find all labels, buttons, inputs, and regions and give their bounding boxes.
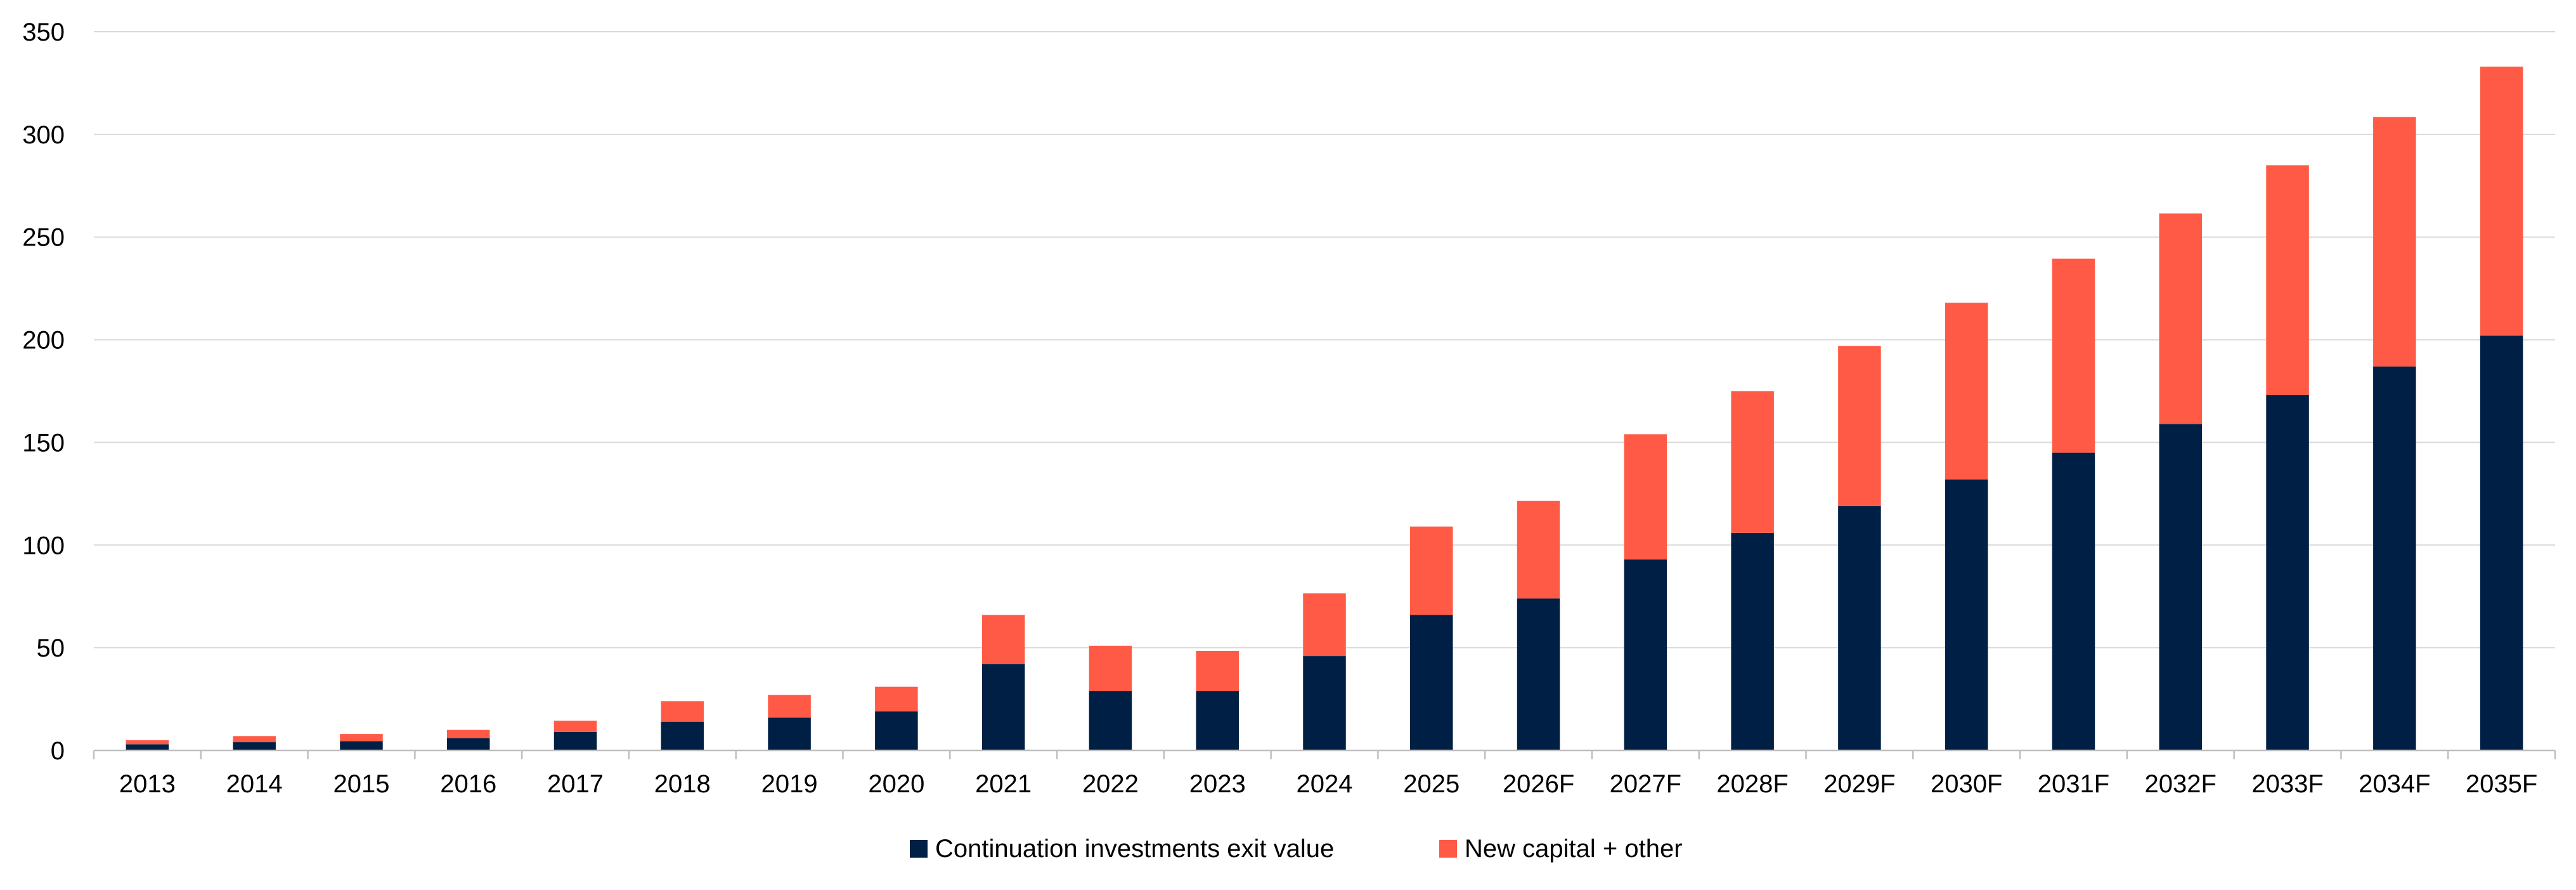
x-tick-label: 2029F	[1823, 770, 1895, 798]
x-tick-label: 2034F	[2359, 770, 2430, 798]
x-tick-label: 2023	[1189, 770, 1246, 798]
bar-continuation-2030F	[1945, 479, 1988, 750]
bar-new-capital-2016	[446, 730, 490, 738]
bar-continuation-2029F	[1838, 506, 1881, 750]
bar-new-capital-2027F	[1624, 434, 1667, 560]
bar-new-capital-2021	[981, 615, 1025, 665]
bar-new-capital-2031F	[2052, 258, 2095, 453]
legend-swatch-new-capital	[1439, 840, 1457, 858]
x-tick-label: 2035F	[2466, 770, 2537, 798]
bar-new-capital-2019	[768, 695, 811, 718]
bar-new-capital-2015	[340, 734, 383, 742]
x-tick-label: 2033F	[2251, 770, 2323, 798]
bar-marks	[126, 67, 2523, 750]
y-axis-tick-labels: 0 50 100 150 200 250 300 350	[22, 18, 65, 765]
x-tick-label: 2027F	[1610, 770, 1681, 798]
bar-continuation-2027F	[1624, 559, 1667, 750]
gridlines	[94, 31, 2555, 649]
bar-continuation-2017	[553, 731, 597, 750]
bar-new-capital-2018	[661, 701, 704, 722]
x-tick-label: 2017	[547, 770, 604, 798]
legend-label-new-capital: New capital + other	[1465, 835, 1683, 863]
x-tick-label: 2032F	[2145, 770, 2217, 798]
bar-new-capital-2030F	[1945, 303, 1988, 480]
y-tick-label: 300	[22, 121, 65, 149]
bar-new-capital-2025	[1410, 527, 1453, 615]
legend-swatch-continuation	[910, 840, 928, 858]
bar-continuation-2020	[875, 711, 918, 750]
x-tick-label: 2015	[333, 770, 389, 798]
y-tick-label: 250	[22, 224, 65, 252]
x-tick-label: 2030F	[1931, 770, 2002, 798]
x-tick-label: 2019	[761, 770, 818, 798]
bar-new-capital-2013	[126, 740, 169, 745]
y-tick-label: 100	[22, 532, 65, 560]
y-tick-label: 200	[22, 327, 65, 355]
bar-continuation-2025	[1410, 615, 1453, 750]
x-tick-label: 2013	[119, 770, 176, 798]
x-tick-label: 2022	[1082, 770, 1139, 798]
x-tick-label: 2021	[975, 770, 1032, 798]
bar-new-capital-2029F	[1838, 346, 1881, 506]
bar-continuation-2015	[340, 741, 383, 750]
bar-continuation-2014	[233, 742, 276, 750]
y-tick-label: 150	[22, 429, 65, 457]
x-tick-label: 2031F	[2038, 770, 2109, 798]
bar-continuation-2023	[1196, 691, 1239, 750]
bar-continuation-2031F	[2052, 452, 2095, 750]
bar-new-capital-2033F	[2266, 165, 2309, 395]
y-tick-label: 0	[51, 737, 65, 765]
bar-new-capital-2026F	[1517, 501, 1560, 599]
x-tick-label: 2018	[654, 770, 711, 798]
legend-label-continuation: Continuation investments exit value	[935, 835, 1334, 863]
bar-continuation-2022	[1089, 691, 1132, 750]
bar-new-capital-2023	[1196, 650, 1239, 691]
bar-continuation-2032F	[2159, 424, 2203, 750]
bar-new-capital-2024	[1303, 593, 1346, 657]
bar-new-capital-2022	[1089, 645, 1132, 691]
bar-continuation-2035F	[2480, 336, 2523, 750]
bar-new-capital-2020	[875, 686, 918, 712]
bar-continuation-2016	[446, 738, 490, 750]
x-tick-label: 2024	[1297, 770, 1353, 798]
bar-continuation-2034F	[2373, 366, 2416, 750]
x-tick-label: 2026F	[1503, 770, 1574, 798]
bar-continuation-2021	[981, 664, 1025, 750]
bar-continuation-2028F	[1731, 532, 1774, 750]
x-axis-tick-labels: 2013 2014 2015 2016 2017 2018 2019 2020 2021 2022…	[93, 750, 2556, 798]
x-tick-label: 2025	[1403, 770, 1460, 798]
y-tick-label: 50	[37, 634, 65, 662]
x-tick-label: 2014	[226, 770, 283, 798]
bar-continuation-2019	[768, 717, 811, 750]
bar-new-capital-2034F	[2373, 117, 2416, 367]
x-tick-label: 2028F	[1716, 770, 1788, 798]
bar-continuation-2033F	[2266, 395, 2309, 750]
bar-continuation-2018	[661, 721, 704, 750]
bar-continuation-2024	[1303, 656, 1346, 750]
x-tick-label: 2020	[868, 770, 924, 798]
bar-continuation-2026F	[1517, 598, 1560, 750]
y-tick-label: 350	[22, 18, 65, 46]
bar-new-capital-2035F	[2480, 67, 2523, 336]
bar-new-capital-2028F	[1731, 391, 1774, 533]
legend: Continuation investments exit value New c…	[910, 835, 1683, 863]
bar-new-capital-2017	[553, 721, 597, 732]
bar-continuation-2013	[126, 744, 169, 750]
bar-new-capital-2032F	[2159, 213, 2203, 424]
x-tick-label: 2016	[440, 770, 496, 798]
bar-new-capital-2014	[233, 736, 276, 743]
